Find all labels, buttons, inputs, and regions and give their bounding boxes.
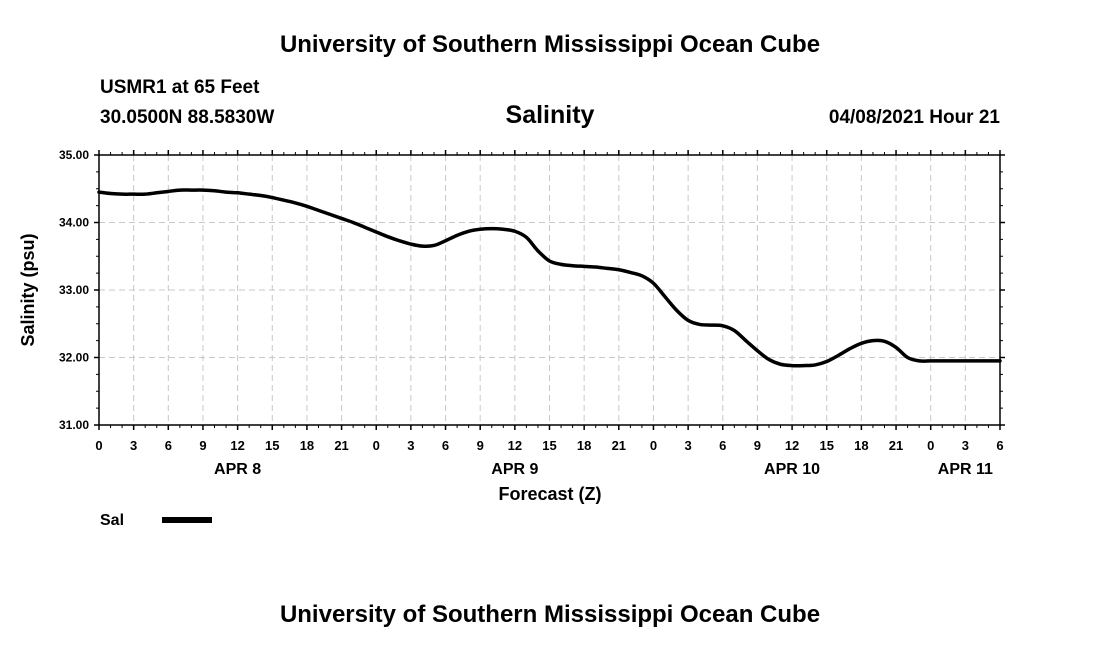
x-tick-label: 15: [819, 438, 833, 453]
date-label: APR 8: [214, 461, 261, 478]
chart-subtitle: Salinity: [505, 101, 595, 129]
x-tick-label: 6: [719, 438, 726, 453]
x-tick-label: 0: [373, 438, 380, 453]
x-tick-label: 9: [199, 438, 206, 453]
x-tick-label: 3: [130, 438, 137, 453]
x-tick-label: 3: [962, 438, 969, 453]
x-tick-label: 12: [508, 438, 522, 453]
y-tick-label: 35.00: [59, 148, 89, 162]
x-axis-title: Forecast (Z): [498, 484, 601, 504]
y-axis: 31.00 32.00 33.00 34.00 35.00: [59, 148, 1005, 432]
x-tick-label: 3: [407, 438, 414, 453]
x-tick-label: 15: [542, 438, 556, 453]
x-tick-label: 6: [165, 438, 172, 453]
date-label: APR 9: [491, 461, 538, 478]
x-tick-label: 18: [854, 438, 868, 453]
x-tick-label: 9: [477, 438, 484, 453]
grid: [99, 155, 1000, 425]
x-tick-label: 6: [996, 438, 1003, 453]
x-tick-label: 6: [442, 438, 449, 453]
y-tick-label: 31.00: [59, 418, 89, 432]
top-title: University of Southern Mississippi Ocean…: [279, 31, 821, 58]
date-label: APR 10: [764, 461, 820, 478]
x-axis: 0 3 6 9 12 15 18 21 0 3 6 9 12 15 18 21 0 3 6 9 12 15 18 21 0 3 6: [95, 150, 1004, 453]
y-tick-label: 34.00: [59, 216, 89, 230]
series-line-sal: [97, 188, 1002, 368]
x-tick-label: 21: [889, 438, 903, 453]
x-tick-label: 0: [650, 438, 657, 453]
x-tick-label: 18: [300, 438, 314, 453]
legend-label: Sal: [100, 512, 124, 529]
x-tick-label: 15: [265, 438, 279, 453]
x-tick-label: 0: [95, 438, 102, 453]
x-tick-label: 18: [577, 438, 591, 453]
bottom-title: University of Southern Mississippi Ocean…: [279, 601, 821, 628]
y-axis-title: Salinity (psu): [18, 233, 38, 346]
x-tick-label: 9: [754, 438, 761, 453]
y-tick-label: 32.00: [59, 351, 89, 365]
date-label: APR 11: [938, 461, 993, 478]
date-labels: APR 8 APR 9 APR 10 APR 11: [214, 461, 993, 478]
x-tick-label: 21: [334, 438, 348, 453]
y-tick-label: 33.00: [59, 283, 89, 297]
x-tick-label: 12: [785, 438, 799, 453]
x-tick-label: 21: [612, 438, 626, 453]
station-label: USMR1 at 65 Feet: [100, 77, 260, 98]
datetime-label: 04/08/2021 Hour 21: [828, 107, 1000, 128]
coords-label: 30.0500N 88.5830W: [100, 107, 275, 128]
x-tick-label: 3: [684, 438, 691, 453]
x-tick-label: 0: [927, 438, 934, 453]
x-tick-label: 12: [230, 438, 244, 453]
